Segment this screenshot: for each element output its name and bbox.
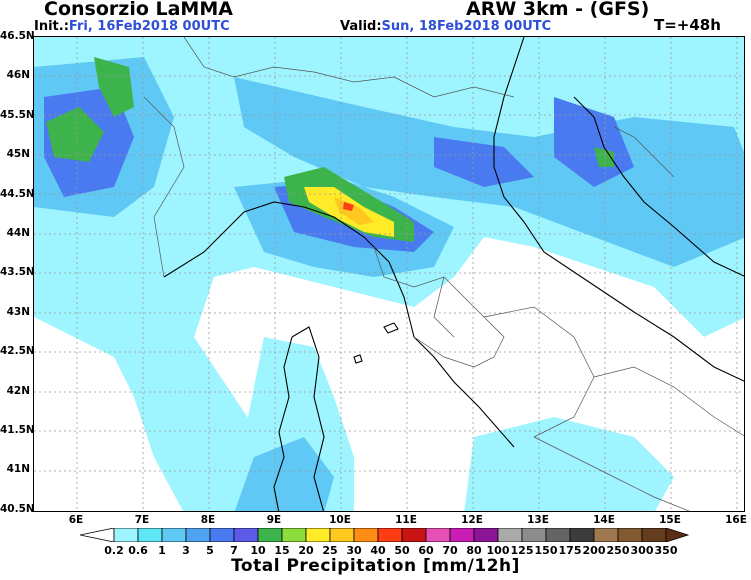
admin-borders — [143, 37, 744, 511]
valid-value: Sun, 18Feb2018 00UTC — [381, 19, 552, 34]
lat-label: 44N — [6, 227, 30, 239]
lat-label: 46.5N — [0, 30, 35, 42]
lat-label: 46N — [6, 69, 30, 82]
colorbar-swatch — [449, 528, 475, 542]
colorbar — [80, 528, 690, 542]
lat-label: 42.5N — [0, 345, 35, 358]
colorbar-level: 125 — [510, 544, 534, 557]
map-canvas — [34, 37, 744, 511]
colorbar-title: Total Precipitation [mm/12h] — [231, 556, 520, 576]
colorbar-swatch — [329, 528, 355, 542]
colorbar-swatch — [80, 528, 115, 542]
lat-label: 44.5N — [0, 187, 35, 200]
lat-label: 45N — [6, 148, 30, 161]
colorbar-level: 175 — [558, 544, 582, 557]
lat-label: 43.5N — [0, 266, 35, 279]
colorbar-level: 50 — [394, 544, 410, 557]
colorbar-swatch — [569, 528, 595, 542]
colorbar-level: 20 — [298, 544, 314, 557]
valid-label: Valid: — [340, 19, 382, 34]
lon-label: 10E — [329, 514, 351, 526]
colorbar-swatch — [617, 528, 643, 542]
colorbar-swatch — [233, 528, 259, 542]
colorbar-swatch — [473, 528, 499, 542]
colorbar-level: 25 — [322, 544, 338, 557]
lon-label: 11E — [395, 514, 417, 526]
colorbar-level: 250 — [606, 544, 630, 557]
colorbar-level: 80 — [466, 544, 482, 557]
valid-line: Valid:Sun, 18Feb2018 00UTC — [340, 19, 551, 34]
lon-label: 16E — [725, 514, 747, 526]
lat-label: 41N — [6, 463, 30, 476]
precip-field-yellow — [304, 187, 394, 237]
colorbar-swatch — [545, 528, 571, 542]
colorbar-swatch — [185, 528, 211, 542]
colorbar-swatch — [497, 528, 523, 542]
coastlines — [163, 37, 744, 511]
lat-label: 42N — [6, 384, 30, 397]
colorbar-swatch — [425, 528, 451, 542]
colorbar-level: 40 — [370, 544, 386, 557]
lat-label: 43N — [6, 305, 30, 318]
lat-label: 45.5N — [0, 108, 35, 121]
colorbar-swatch — [257, 528, 283, 542]
lon-label: 7E — [134, 514, 150, 526]
forecast-step: T=+48h — [654, 16, 721, 34]
colorbar-swatch — [353, 528, 379, 542]
colorbar-level: 200 — [582, 544, 606, 557]
colorbar-swatch — [521, 528, 547, 542]
colorbar-swatch — [305, 528, 331, 542]
precipitation-map[interactable] — [33, 36, 745, 512]
colorbar-swatch — [401, 528, 427, 542]
colorbar-level: 7 — [230, 544, 238, 557]
colorbar-level: 300 — [630, 544, 654, 557]
colorbar-level: 10 — [250, 544, 266, 557]
colorbar-level: 30 — [346, 544, 362, 557]
colorbar-swatch — [281, 528, 307, 542]
lon-label: 9E — [266, 514, 282, 526]
colorbar-swatch — [377, 528, 403, 542]
init-label: Init.: — [34, 19, 69, 34]
init-line: Init.:Fri, 16Feb2018 00UTC — [34, 19, 230, 34]
colorbar-swatch — [161, 528, 187, 542]
colorbar-level: 3 — [182, 544, 190, 557]
colorbar-swatch — [209, 528, 235, 542]
colorbar-level: 15 — [274, 544, 290, 557]
colorbar-swatch — [137, 528, 163, 542]
lon-label: 12E — [461, 514, 483, 526]
model-title: ARW 3km - (GFS) — [466, 0, 650, 20]
colorbar-level: 1 — [158, 544, 166, 557]
lon-label: 14E — [593, 514, 615, 526]
colorbar-swatch — [593, 528, 619, 542]
colorbar-level: 5 — [206, 544, 214, 557]
colorbar-level: 150 — [534, 544, 558, 557]
colorbar-level: 70 — [442, 544, 458, 557]
colorbar-level: 350 — [654, 544, 678, 557]
colorbar-level: 60 — [418, 544, 434, 557]
init-value: Fri, 16Feb2018 00UTC — [68, 19, 230, 34]
colorbar-level: 0.6 — [128, 544, 148, 557]
lon-label: 15E — [659, 514, 681, 526]
lon-label: 8E — [200, 514, 216, 526]
colorbar-swatch — [113, 528, 139, 542]
lat-label: 41.5N — [0, 424, 35, 436]
lat-label: 40.5N — [0, 502, 35, 515]
colorbar-swatch — [641, 528, 667, 542]
lat-lon-grid — [34, 37, 744, 511]
lon-label: 6E — [68, 514, 84, 526]
colorbar-level: 0.2 — [104, 544, 124, 557]
colorbar-swatch — [665, 528, 690, 542]
lon-label: 13E — [527, 514, 549, 526]
colorbar-level: 100 — [486, 544, 510, 557]
org-title: Consorzio LaMMA — [44, 0, 233, 20]
